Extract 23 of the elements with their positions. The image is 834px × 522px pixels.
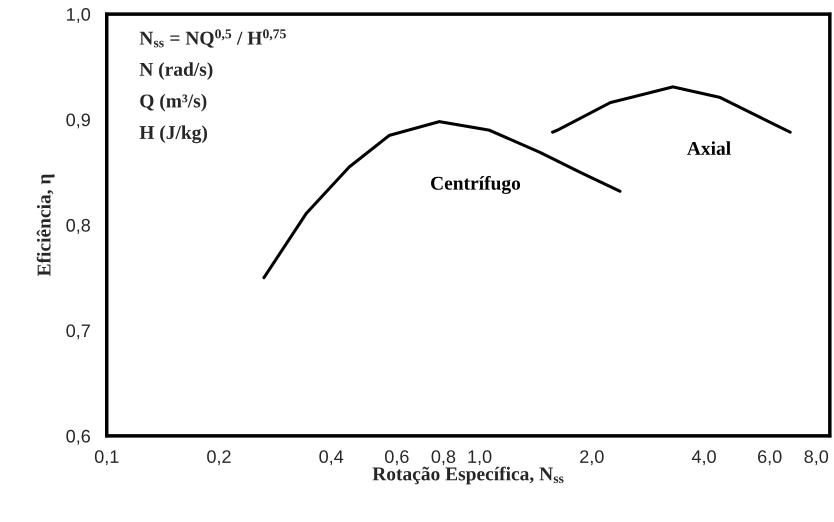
annotation: H (J/kg): [140, 125, 208, 144]
x-tick-label: 2,0: [580, 450, 604, 466]
series-label: Centrífugo: [431, 176, 520, 194]
y-tick-label: 0,8: [66, 218, 90, 234]
x-tick-label: 4,0: [692, 450, 716, 466]
x-tick-label: 8,0: [804, 450, 828, 466]
series-label: Axial: [687, 141, 731, 155]
x-tick-label: 0,8: [432, 450, 456, 466]
annotation: Q (m³/s): [140, 94, 206, 112]
x-tick-label: 1,0: [468, 450, 492, 466]
x-axis-title: Rotação Específica, N$_{ss}$: [372, 466, 564, 484]
y-axis-title: Eficiência, η: [36, 174, 55, 276]
y-tick-label: 1,0: [67, 8, 90, 23]
y-tick-label: 0,9: [66, 113, 90, 128]
x-tick-label: 0,4: [319, 450, 344, 466]
y-tick-label: 0,6: [66, 430, 90, 445]
annotation: N (rad/s): [140, 62, 212, 80]
x-tick-label: 0,1: [94, 450, 118, 466]
x-tick-label: 6,0: [758, 450, 782, 466]
x-tick-label: 0,6: [385, 450, 409, 466]
y-tick-label: 0,7: [66, 324, 90, 340]
annotation: N$_{ss}$ = NQ$^{0,5}$ / H$^{0,75}$: [140, 29, 286, 48]
x-tick-label: 0,2: [207, 450, 231, 466]
